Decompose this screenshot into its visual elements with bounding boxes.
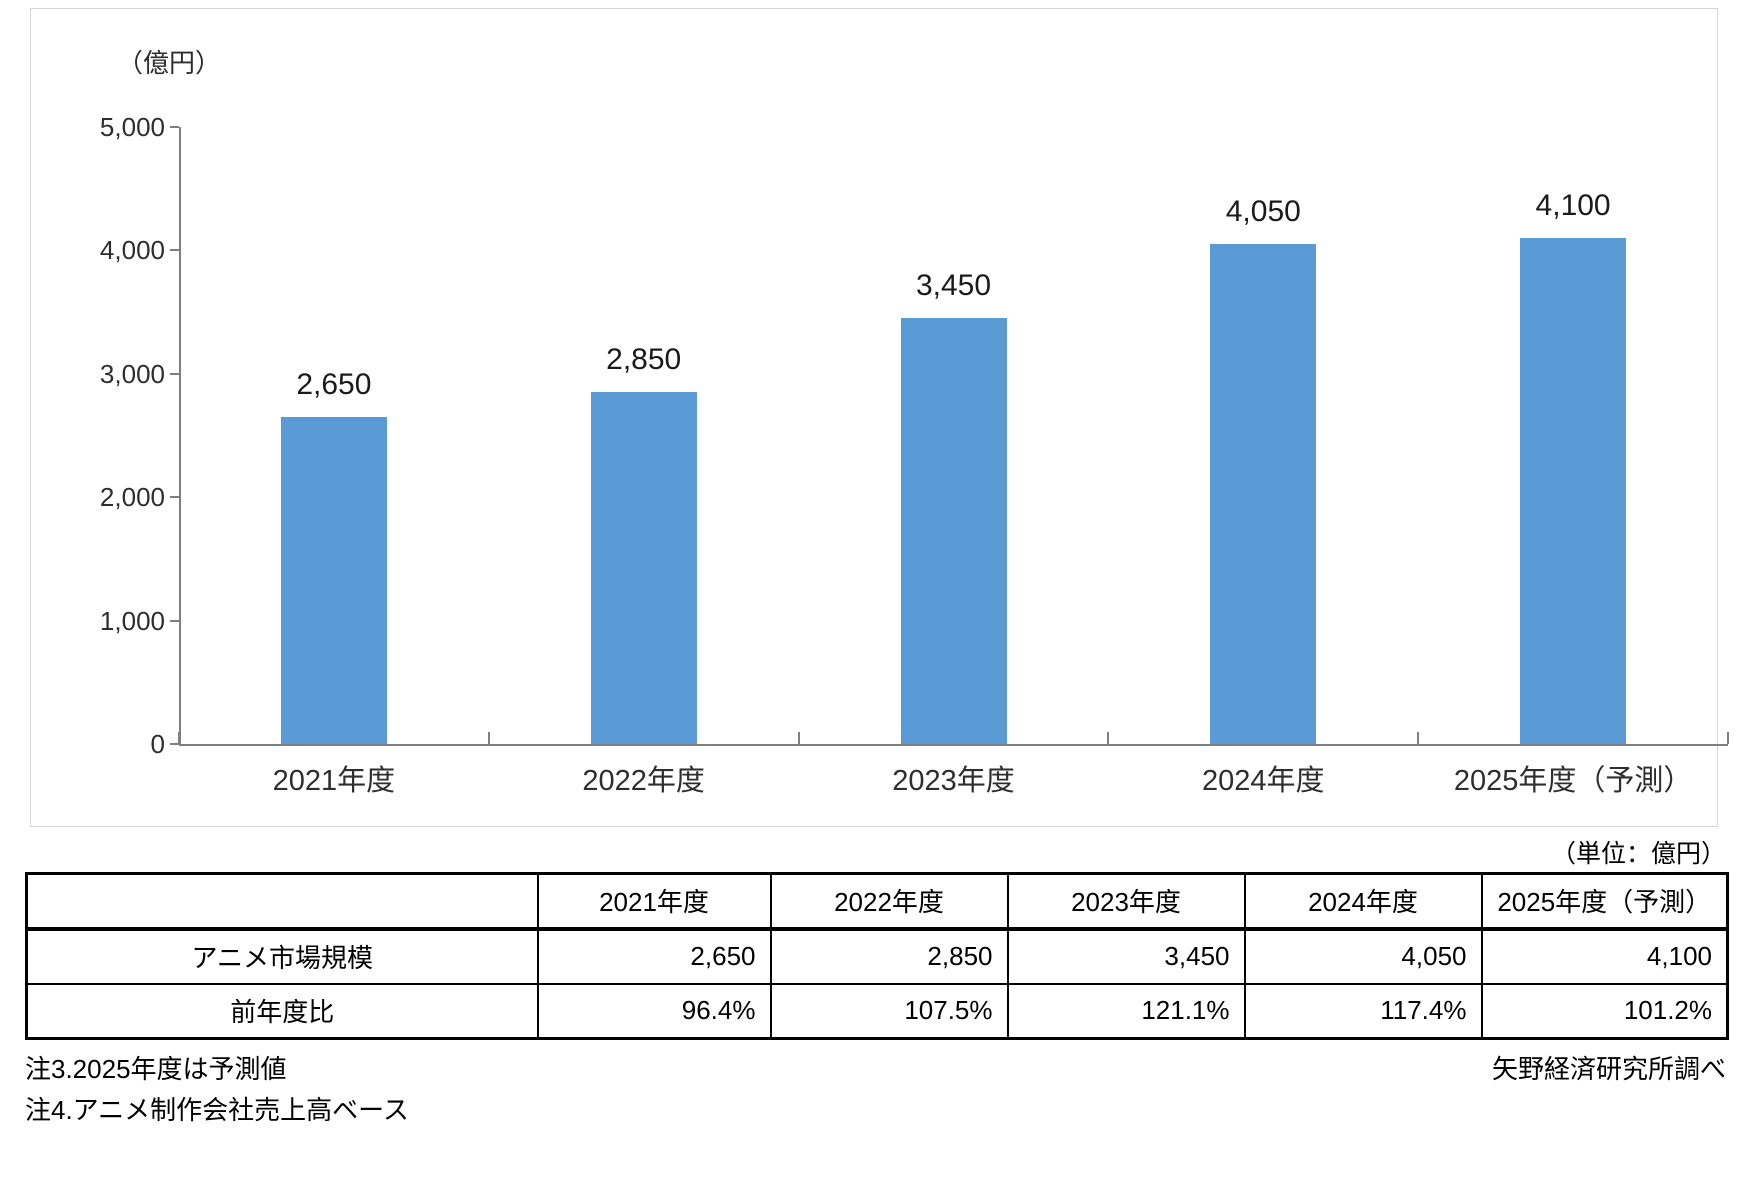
table-cell-value: 121.1%: [1006, 982, 1246, 1040]
bar-value-label: 2,850: [606, 343, 682, 377]
bar-2025年度（予測）: [1520, 238, 1627, 744]
x-axis-category-label: 2023年度: [892, 765, 1015, 797]
table-cell-value: 107.5%: [769, 982, 1009, 1040]
y-axis-tick: [170, 372, 179, 375]
table-row: 前年度比 96.4% 107.5% 121.1% 117.4% 101.2%: [25, 982, 1729, 1040]
bar-value-label: 4,050: [1225, 195, 1301, 229]
y-axis-tick: [170, 249, 179, 252]
x-axis-category-label: 2022年度: [582, 765, 705, 797]
bar-chart-panel: （億円） 0 1,000 2,000 3,000 4,000 5,000 2,650 2021…: [30, 8, 1729, 827]
table-cell-value: 2,850: [769, 927, 1009, 985]
y-axis-tick: [170, 619, 179, 622]
y-tick-label: 2,000: [99, 482, 165, 513]
table-column-header: 2023年度: [1006, 872, 1246, 931]
table-column-header: 2021年度: [536, 872, 772, 931]
table-column-header: 2025年度（予測）: [1480, 872, 1729, 931]
y-tick-label: 4,000: [99, 235, 165, 266]
table-cell-value: 2,650: [536, 927, 772, 985]
bar-2024年度: [1210, 244, 1317, 744]
plot-area: 0 1,000 2,000 3,000 4,000 5,000 2,650 2021年度 2,8…: [31, 9, 1729, 826]
bar-2022年度: [590, 392, 697, 744]
table-cell-value: 96.4%: [536, 982, 772, 1040]
bar-value-label: 3,450: [915, 269, 992, 303]
table-row-label: アニメ市場規模: [25, 927, 539, 985]
table-column-header: [25, 872, 539, 931]
table-cell-value: 4,100: [1480, 927, 1729, 985]
y-axis-tick: [170, 496, 179, 499]
table-cell-value: 117.4%: [1243, 982, 1483, 1040]
x-axis-category-label: 2025年度（予測）: [1453, 765, 1693, 797]
x-axis-tick: [1417, 732, 1420, 744]
table-column-header: 2022年度: [769, 872, 1009, 931]
footnote-3: 注3.2025年度は予測値: [25, 1054, 287, 1084]
y-axis-tick: [170, 126, 179, 128]
x-axis-category-label: 2024年度: [1202, 765, 1325, 797]
source-attribution: 矢野経済研究所調べ: [1491, 1054, 1726, 1084]
x-axis-tick: [797, 732, 800, 744]
y-tick-label: 1,000: [99, 605, 165, 636]
x-axis-tick: [178, 732, 180, 744]
table-cell-value: 3,450: [1006, 927, 1246, 985]
table-unit-note: （単位：億円）: [1550, 840, 1726, 868]
y-tick-label: 0: [150, 729, 165, 759]
bar-2021年度: [280, 416, 387, 744]
table-row: アニメ市場規模 2,650 2,850 3,450 4,050 4,100: [25, 927, 1729, 985]
table-column-header: 2024年度: [1243, 872, 1483, 931]
data-table: 2021年度 2022年度 2023年度 2024年度 2025年度（予測） アニメ市場…: [25, 872, 1729, 1040]
x-axis-category-label: 2021年度: [272, 765, 396, 797]
y-axis-tick: [170, 743, 179, 745]
footnote-4: 注4.アニメ制作会社売上高ベース: [25, 1095, 409, 1125]
x-axis-line: [179, 744, 1728, 746]
y-tick-label: 5,000: [99, 112, 165, 142]
x-axis-tick: [487, 732, 490, 744]
table-cell-value: 101.2%: [1480, 982, 1729, 1040]
x-axis-tick: [1107, 732, 1110, 744]
x-axis-tick: [1727, 732, 1729, 744]
y-tick-label: 3,000: [99, 358, 165, 389]
bar-2023年度: [900, 318, 1007, 744]
bar-value-label: 2,650: [296, 367, 372, 401]
table-row-label: 前年度比: [25, 982, 539, 1040]
bar-value-label: 4,100: [1535, 189, 1611, 223]
table-cell-value: 4,050: [1243, 927, 1483, 985]
y-axis-line: [179, 127, 181, 744]
y-axis-unit-label: （億円）: [117, 48, 222, 78]
table-header-row: 2021年度 2022年度 2023年度 2024年度 2025年度（予測）: [25, 872, 1729, 931]
